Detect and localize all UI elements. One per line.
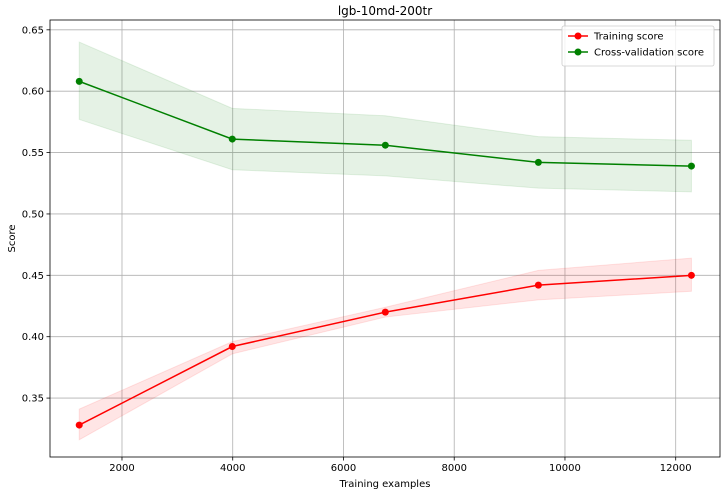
legend: Training score Cross-validation score: [561, 25, 715, 67]
training-score-point: [75, 421, 83, 429]
legend-box: [561, 25, 715, 67]
plot-frame: [49, 19, 721, 458]
legend-cross-validation-marker: [574, 48, 582, 56]
cross-validation-score-point: [381, 141, 389, 149]
score-points: [75, 77, 695, 429]
x-tick-label: 12000: [660, 463, 692, 474]
training-score-point: [687, 271, 695, 279]
y-tick-label: 0.55: [22, 148, 44, 159]
training-score-point: [228, 343, 236, 351]
x-tick-label: 8000: [441, 463, 466, 474]
cross-validation-score-point: [75, 77, 83, 85]
training-score-point: [381, 308, 389, 316]
grid-lines: [50, 20, 720, 457]
training-score-point: [534, 281, 542, 289]
x-axis-label: Training examples: [339, 479, 431, 490]
cross-validation-score-point: [687, 162, 695, 170]
chart-title: lgb-10md-200tr: [338, 4, 432, 18]
x-tick-label: 6000: [331, 463, 356, 474]
legend-cross-validation-label: Cross-validation score: [594, 48, 704, 59]
x-axis-ticks: 2000 4000 6000 8000 10000 12000: [109, 457, 692, 474]
y-tick-label: 0.35: [22, 394, 44, 405]
x-tick-label: 2000: [109, 463, 134, 474]
cross-validation-score-band: [78, 41, 692, 193]
y-tick-label: 0.40: [22, 332, 44, 343]
legend-training-marker: [574, 32, 582, 40]
legend-items: Training score Cross-validation score: [568, 32, 704, 59]
y-axis-label: Score: [7, 224, 18, 252]
y-tick-label: 0.65: [22, 25, 44, 36]
training-score-band: [78, 257, 692, 441]
y-axis-ticks: 0.35 0.40 0.45 0.50 0.55 0.60 0.65: [22, 25, 50, 405]
score-bands: [78, 41, 692, 441]
x-tick-label: 4000: [220, 463, 245, 474]
legend-training-label: Training score: [593, 32, 664, 43]
y-tick-label: 0.60: [22, 87, 44, 98]
y-tick-label: 0.50: [22, 209, 44, 220]
cross-validation-score-point: [228, 135, 236, 143]
y-tick-label: 0.45: [22, 271, 44, 282]
x-tick-label: 10000: [549, 463, 581, 474]
cross-validation-score-point: [534, 158, 542, 166]
